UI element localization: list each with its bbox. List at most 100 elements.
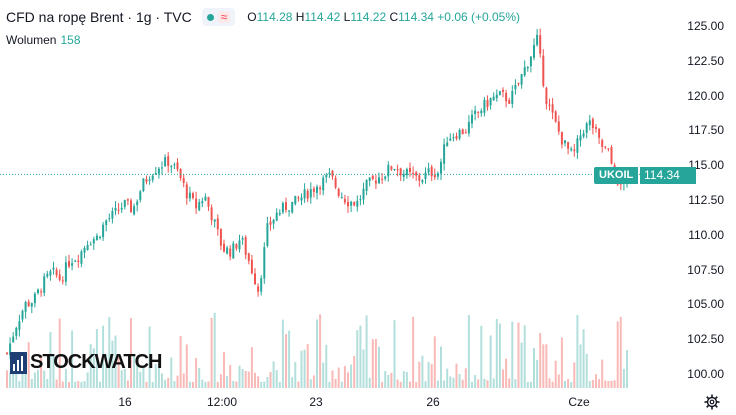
symbol-title[interactable]: CFD na ropę Brent · 1g · TVC [6,9,192,25]
volume-bar [18,381,21,388]
candle-body [133,206,136,215]
candle-body [108,218,111,220]
volume-bar [219,374,222,388]
candle-body [151,175,154,180]
candle-body [492,96,495,101]
volume-bar [266,376,269,388]
candle-body [148,179,151,181]
volume-bar [424,381,427,388]
candle-body [250,259,253,274]
y-tick-label: 110.00 [688,227,724,242]
settings-gear-icon[interactable] [704,394,720,410]
candle-body [433,174,436,178]
candle-body [337,188,340,196]
candle-body [27,301,30,307]
volume-bar [446,368,449,388]
volume-bar [508,378,511,388]
volume-bar [247,371,250,388]
volume-bar [148,326,151,388]
candle-body [523,67,526,76]
volume-bar [322,362,325,388]
volume-bar [455,363,458,388]
candle-body [430,166,433,177]
candle-body [9,343,12,356]
candle-body [514,84,517,90]
candle-body [458,129,461,139]
candle-body [461,129,464,135]
candle-body [455,136,458,139]
candle-body [288,210,291,212]
candle-body [551,104,554,113]
volume-bar [356,330,359,388]
candle-body [393,168,396,170]
volume-bar [238,365,241,388]
volume-bar [626,350,628,388]
volume-bar [340,381,343,388]
volume-bar [458,374,461,388]
candle-body [40,291,43,293]
volume-bar [105,353,108,388]
chart-area[interactable] [0,0,640,388]
volume-bar [440,346,442,388]
volume-bar [263,381,266,388]
wave-icon: ≈ [217,11,231,23]
volume-bar [347,372,349,388]
volume-bar [331,370,334,388]
volume-bar [474,375,477,388]
y-tick-label: 117.50 [688,123,724,138]
volume-bar [309,379,312,388]
last-price-tag: UKOIL 114.34 [594,167,696,184]
candle-body [545,87,548,105]
candle-body [198,202,201,211]
candle-body [136,201,139,206]
candle-body [241,238,244,240]
candle-body [142,178,145,192]
volume-bar [526,381,529,388]
x-tick-label: 16 [118,395,132,409]
volume-bar [381,381,384,388]
volume-bar [269,371,272,388]
candle-body [418,175,421,181]
volume-bar [368,377,371,388]
market-open-icon [206,13,214,21]
volume-bar [92,348,95,388]
volume-bar [350,364,353,388]
candle-body [542,55,545,86]
volume-bar [294,362,297,388]
volume-bar [133,354,136,388]
volume-bar [40,355,43,388]
volume-bar [126,380,129,388]
volume-bar [542,344,545,388]
volume-bar [619,316,622,388]
candle-body [173,164,176,166]
volume-bar [622,368,625,388]
volume-bar [303,349,306,388]
candle-body [508,100,511,104]
candle-body [86,245,89,251]
volume-bar [415,381,418,388]
candle-body [83,247,86,253]
volume-bar [74,381,77,388]
status-badge[interactable]: ≈ [201,8,236,26]
volume-bar [421,355,424,388]
candle-body [415,172,418,176]
price-chart[interactable] [0,0,640,388]
volume-bar [213,312,216,388]
volume-bar [216,381,219,388]
volume-bar [114,335,117,388]
volume-bar [520,342,523,388]
volume-bar [396,379,399,388]
volume-bar [58,318,61,388]
candle-body [291,201,294,213]
volume-bar [557,374,560,388]
candle-body [467,121,470,134]
volume-bar [495,318,498,388]
candle-body [529,56,532,67]
candle-body [316,186,318,193]
volume-bar [80,381,83,388]
candle-body [412,172,415,174]
candle-body [396,169,399,171]
volume-bar [207,381,210,388]
candle-body [585,123,588,133]
candle-body [297,197,300,199]
